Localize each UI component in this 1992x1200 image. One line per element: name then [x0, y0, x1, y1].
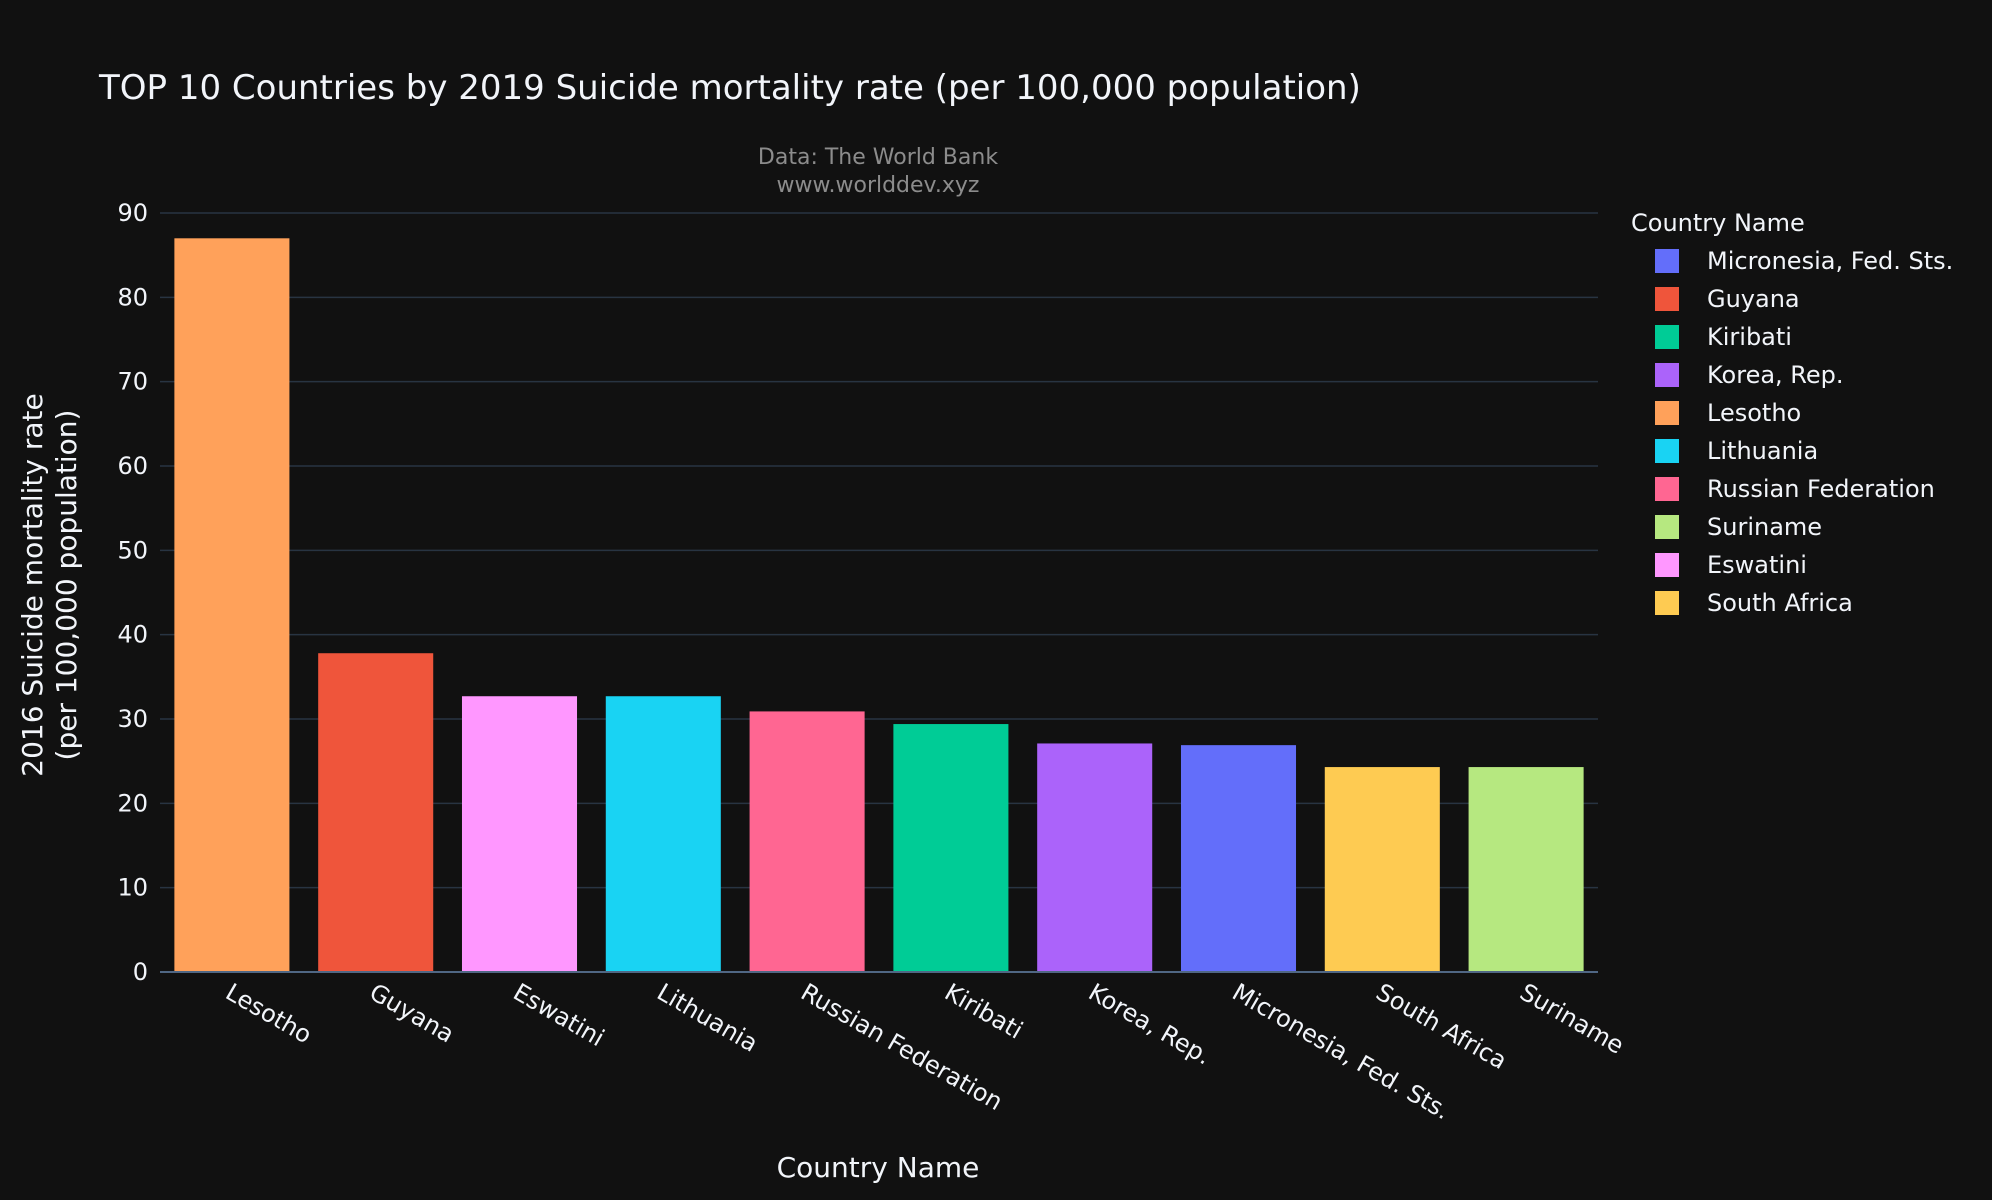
legend-item-label: Kiribati — [1707, 323, 1792, 351]
legend-swatch — [1655, 515, 1679, 539]
legend-item-label: Suriname — [1707, 513, 1822, 541]
bar-0 — [174, 238, 290, 973]
y-tick-label: 70 — [117, 368, 148, 396]
y-tick-label: 50 — [117, 536, 148, 564]
legend-swatch — [1655, 401, 1679, 425]
legend-swatch — [1655, 553, 1679, 577]
y-tick-label: 80 — [117, 283, 148, 311]
legend: Country Name Micronesia, Fed. Sts. Guyana… — [1631, 209, 1953, 617]
legend-item-label: Russian Federation — [1707, 475, 1935, 503]
y-tick-label: 30 — [117, 705, 148, 733]
bar-7 — [1180, 745, 1297, 972]
legend-item-label: South Africa — [1707, 589, 1853, 617]
bar-4 — [749, 711, 865, 972]
legend-swatch — [1655, 249, 1679, 273]
bar-9 — [1468, 767, 1584, 972]
legend-item-label: Guyana — [1707, 285, 1800, 313]
y-axis-ticks: 0 10 20 30 40 50 60 70 80 90 — [117, 199, 148, 986]
legend-item-label: Micronesia, Fed. Sts. — [1707, 247, 1953, 275]
legend-item-label: Korea, Rep. — [1707, 361, 1844, 389]
y-axis-label: 2016 Suicide mortality rate (per 100,000… — [16, 393, 83, 776]
y-axis-label-line-1: 2016 Suicide mortality rate — [16, 393, 49, 776]
y-tick-label: 0 — [133, 958, 148, 986]
y-tick-label: 60 — [117, 452, 148, 480]
y-tick-label: 90 — [117, 199, 148, 227]
bar-8 — [1324, 767, 1440, 972]
y-axis-label-line-2: (per 100,000 population) — [50, 410, 83, 761]
bar-1 — [318, 653, 434, 972]
bars — [174, 238, 1584, 973]
bar-6 — [1037, 743, 1153, 972]
x-axis-label: Country Name — [777, 1151, 980, 1184]
legend-item-label: Eswatini — [1707, 551, 1807, 579]
chart-subtitle-line-2: www.worlddev.xyz — [777, 173, 980, 198]
legend-item-label: Lithuania — [1707, 437, 1818, 465]
bar-2 — [461, 696, 578, 972]
legend-swatch — [1655, 363, 1679, 387]
legend-swatch — [1655, 591, 1679, 615]
legend-item-label: Lesotho — [1707, 399, 1801, 427]
legend-swatch — [1655, 439, 1679, 463]
chart-title: TOP 10 Countries by 2019 Suicide mortali… — [98, 68, 1361, 108]
y-tick-label: 40 — [117, 621, 148, 649]
legend-title: Country Name — [1631, 209, 1805, 237]
legend-swatch — [1655, 325, 1679, 349]
y-tick-label: 20 — [117, 789, 148, 817]
y-tick-label: 10 — [117, 874, 148, 902]
chart-subtitle-line-1: Data: The World Bank — [758, 145, 998, 170]
legend-swatch — [1655, 287, 1679, 311]
bar-5 — [893, 724, 1009, 972]
bar-3 — [605, 696, 721, 972]
legend-swatch — [1655, 477, 1679, 501]
